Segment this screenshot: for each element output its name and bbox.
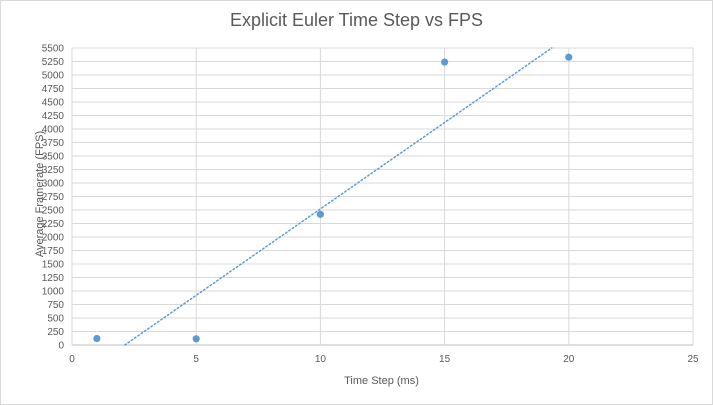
y-tick-label: 4750 bbox=[42, 84, 65, 95]
y-tick-label: 0 bbox=[58, 341, 64, 352]
x-tick-label: 25 bbox=[687, 354, 699, 365]
chart-title: Explicit Euler Time Step vs FPS bbox=[229, 10, 484, 30]
y-tick-label: 4250 bbox=[42, 111, 65, 122]
y-tick-label: 1500 bbox=[42, 260, 65, 271]
y-tick-label: 3750 bbox=[42, 138, 65, 149]
y-tick-label: 4500 bbox=[42, 98, 65, 109]
data-point bbox=[565, 53, 573, 61]
data-point bbox=[316, 210, 324, 218]
y-tick-label: 5250 bbox=[42, 57, 65, 68]
x-tick-label: 5 bbox=[193, 354, 199, 365]
y-tick-label: 1000 bbox=[42, 287, 65, 298]
y-tick-label: 500 bbox=[47, 314, 64, 325]
y-tick-label: 3250 bbox=[42, 165, 65, 176]
y-tick-label: 250 bbox=[47, 327, 64, 338]
y-tick-label: 1750 bbox=[42, 246, 65, 257]
y-tick-label: 2750 bbox=[42, 192, 65, 203]
x-tick-label: 10 bbox=[315, 354, 327, 365]
y-tick-label: 5500 bbox=[42, 44, 65, 55]
x-axis-label: Time Step (ms) bbox=[344, 375, 419, 387]
x-tick-label: 0 bbox=[69, 354, 75, 365]
y-tick-label: 3500 bbox=[42, 152, 65, 163]
y-tick-label: 5000 bbox=[42, 71, 65, 82]
trendline bbox=[124, 47, 553, 346]
x-tick-label: 20 bbox=[563, 354, 575, 365]
data-point bbox=[441, 58, 449, 66]
data-point bbox=[192, 335, 200, 343]
y-tick-label: 750 bbox=[47, 300, 64, 311]
y-tick-label: 1250 bbox=[42, 273, 65, 284]
y-tick-label: 2500 bbox=[42, 206, 65, 217]
x-tick-label: 15 bbox=[439, 354, 451, 365]
data-point bbox=[93, 334, 101, 343]
y-tick-label: 3000 bbox=[42, 179, 65, 190]
y-tick-label: 4000 bbox=[42, 125, 65, 136]
y-tick-label: 2250 bbox=[42, 219, 65, 230]
y-tick-label: 2000 bbox=[42, 233, 65, 244]
